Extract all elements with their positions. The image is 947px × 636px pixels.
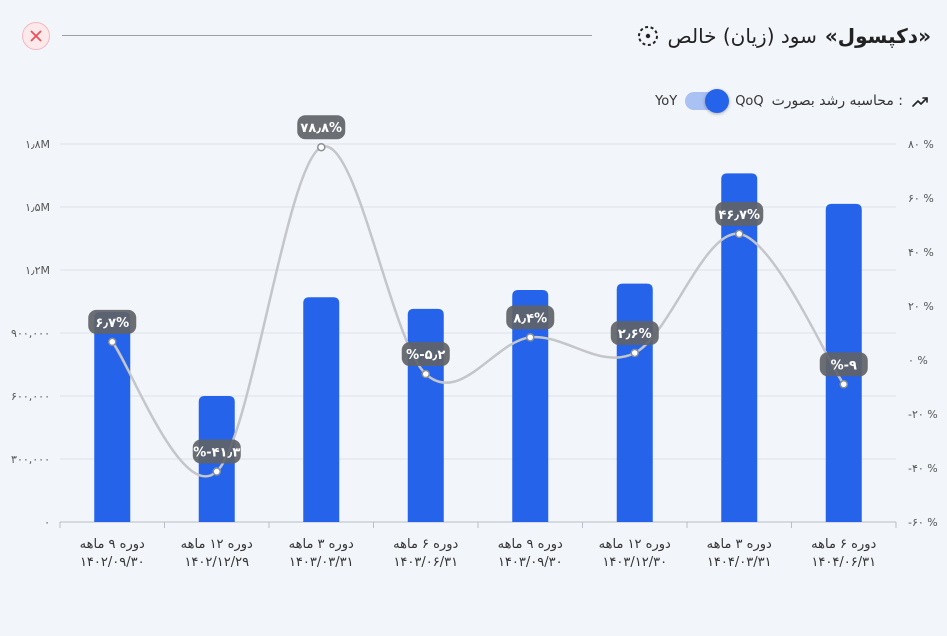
x-tick-label-period: دوره ۱۲ ماهه <box>181 537 253 552</box>
growth-label-bg <box>819 352 868 377</box>
growth-point <box>108 337 117 347</box>
growth-mode-toggle[interactable] <box>685 89 730 113</box>
growth-point <box>421 369 430 379</box>
x-tick-label-period: دوره ۶ ماهه <box>811 537 876 552</box>
y-right-tick-label: -۲۰ % <box>908 408 938 421</box>
x-tick-label-date: ۱۴۰۳/۰۳/۳۱ <box>289 555 354 570</box>
growth-label-bg <box>610 320 659 345</box>
toggle-knob <box>705 89 730 113</box>
option-yoy-label[interactable]: YoY <box>655 93 678 109</box>
growth-label-bg <box>192 439 241 464</box>
growth-point <box>839 380 848 389</box>
title-prefix: سود (زیان) خالص <box>667 24 817 48</box>
growth-label-bg <box>88 309 137 334</box>
x-tick-label-period: دوره ۹ ماهه <box>80 537 145 552</box>
x-tick-label-period: دوره ۶ ماهه <box>393 537 458 552</box>
growth-label: %-۹ <box>831 358 857 373</box>
chart-title: سود (زیان) خالص «دکپسول» <box>637 20 931 52</box>
header-divider <box>62 35 592 36</box>
x-tick-label-date: ۱۴۰۲/۱۲/۲۹ <box>184 555 249 570</box>
growth-label: ۴۶٫۷% <box>718 208 760 223</box>
bar <box>512 289 549 522</box>
bar <box>303 297 340 522</box>
y-right-tick-label: ۰ % <box>908 354 928 367</box>
y-left-tick-label: ۶۰۰,۰۰۰ <box>11 390 50 403</box>
growth-mode-control: محاسبه رشد بصورت : QoQ YoY <box>655 88 929 114</box>
x-tick-label-period: دوره ۳ ماهه <box>289 537 354 552</box>
x-tick-label-date: ۱۴۰۳/۰۶/۳۱ <box>393 555 458 570</box>
y-left-tick-label: ۳۰۰,۰۰۰ <box>11 453 50 466</box>
growth-label-bg <box>401 342 450 367</box>
x-tick-label-period: دوره ۱۲ ماهه <box>599 537 671 552</box>
x-tick-label-period: دوره ۹ ماهه <box>498 537 563 552</box>
growth-label: %-۵٫۲ <box>406 348 445 363</box>
y-right-tick-label: -۶۰ % <box>908 516 938 529</box>
growth-label: %-۴۱٫۳ <box>193 446 240 461</box>
y-right-tick-label: ۲۰ % <box>908 300 934 313</box>
bar <box>407 308 444 522</box>
growth-point <box>526 333 535 342</box>
bar <box>721 173 758 522</box>
chart-header: سود (زیان) خالص «دکپسول» <box>0 0 947 70</box>
x-tick-label-date: ۱۴۰۳/۱۲/۳۰ <box>602 555 667 570</box>
growth-point <box>212 467 221 476</box>
y-left-tick-label: ۱٫۲M <box>25 264 50 277</box>
title-company: «دکپسول» <box>824 24 931 48</box>
growth-label-bg <box>297 115 346 140</box>
close-button[interactable] <box>22 22 50 50</box>
y-right-tick-label: ۸۰ % <box>908 138 934 151</box>
growth-label: ۸٫۴% <box>513 311 547 326</box>
option-qoq-label[interactable]: QoQ <box>735 93 764 109</box>
x-tick-label-date: ۱۴۰۲/۰۹/۳۰ <box>80 555 145 570</box>
x-tick-label-date: ۱۴۰۳/۰۹/۳۰ <box>498 555 563 570</box>
y-right-tick-label: ۴۰ % <box>908 246 934 259</box>
y-right-tick-label: ۶۰ % <box>908 192 934 205</box>
growth-label: ۲٫۶% <box>618 327 652 342</box>
close-icon <box>30 30 42 42</box>
y-right-tick-label: -۴۰ % <box>908 462 938 475</box>
y-left-tick-label: ۱٫۸M <box>25 138 50 151</box>
y-left-tick-label: ۹۰۰,۰۰۰ <box>11 327 50 340</box>
growth-point <box>630 348 639 358</box>
growth-label: ۷۸٫۸% <box>300 121 342 136</box>
bar <box>94 312 131 522</box>
growth-label: ۶٫۷% <box>95 316 129 331</box>
y-left-tick-label: ۱٫۵M <box>25 201 50 214</box>
x-tick-label-period: دوره ۳ ماهه <box>707 537 772 552</box>
bar <box>616 283 653 522</box>
growth-label-bg <box>506 305 555 330</box>
y-left-tick-label: ۰ <box>44 516 50 529</box>
growth-label-bg <box>715 201 764 226</box>
growth-point <box>317 142 326 152</box>
growth-mode-label: محاسبه رشد بصورت : <box>771 93 903 109</box>
x-tick-label-date: ۱۴۰۴/۰۳/۳۱ <box>707 555 772 570</box>
x-tick-label-date: ۱۴۰۴/۰۶/۳۱ <box>811 555 876 570</box>
growth-point <box>735 229 744 239</box>
dotted-circle-icon <box>638 26 659 46</box>
trend-arrow-icon <box>912 97 928 107</box>
